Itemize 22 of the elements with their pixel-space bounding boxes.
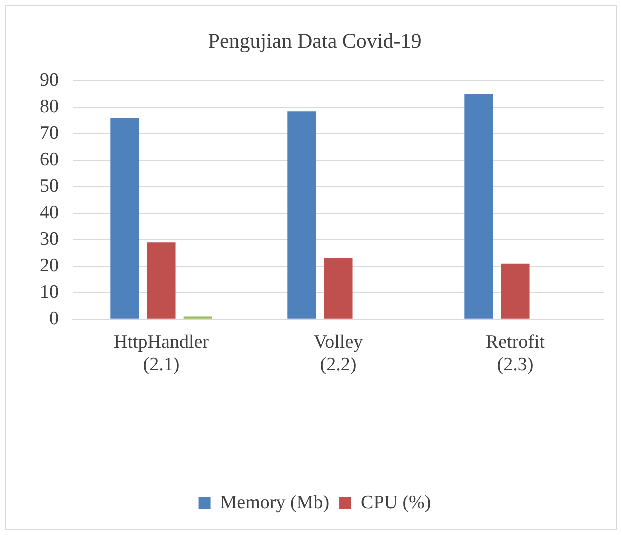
bar <box>324 258 353 319</box>
x-tick-label: Retrofit (2.3) <box>486 332 546 376</box>
y-tick-label: 40 <box>40 202 59 224</box>
bar <box>288 112 316 319</box>
y-tick-label: 60 <box>40 150 59 171</box>
x-tick-label: Volley (2.2) <box>314 332 364 376</box>
y-tick-label: 90 <box>40 70 59 92</box>
y-tick-label: 70 <box>40 123 59 144</box>
bar <box>110 118 140 319</box>
x-tick-label: HttpHandler (2.1) <box>114 332 210 376</box>
y-tick-label: 50 <box>40 176 59 198</box>
y-tick-label: 20 <box>40 255 59 276</box>
bar <box>147 242 176 319</box>
legend-label: CPU (%) <box>361 492 432 514</box>
bar <box>464 94 494 319</box>
legend-label: Memory (Mb) <box>220 492 330 514</box>
y-tick-label: 0 <box>50 308 59 330</box>
y-tick-label: 10 <box>40 282 59 303</box>
y-tick-label: 80 <box>40 96 59 118</box>
y-tick-label: 30 <box>40 228 59 250</box>
chart-title: Pengujian Data Covid-19 <box>208 29 422 54</box>
bar <box>501 264 530 319</box>
